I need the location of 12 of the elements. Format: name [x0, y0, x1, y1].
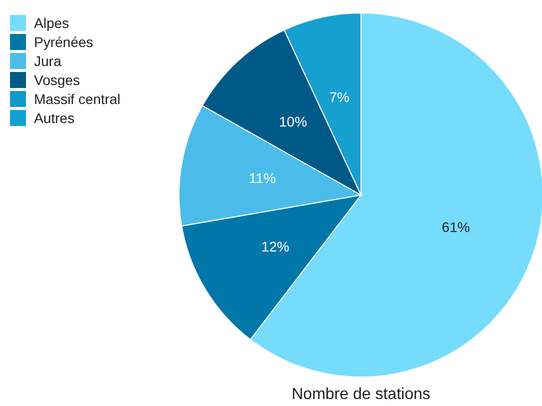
- text: Nombre de stations: [292, 386, 430, 403]
- legend-label: Massif central: [34, 90, 120, 107]
- legend-label: Jura: [34, 52, 62, 69]
- data-label: 11%: [248, 170, 276, 186]
- legend-label: Pyrénées: [34, 34, 94, 50]
- data-label: 12%: [261, 238, 290, 255]
- data-label: 7%: [329, 89, 350, 106]
- legend-label: Vosges: [34, 72, 80, 88]
- data-label: 10%: [279, 113, 308, 130]
- data-label: 61%: [442, 219, 470, 236]
- legend-label: Alpes: [34, 14, 70, 31]
- legend-label: Autres: [34, 110, 74, 126]
